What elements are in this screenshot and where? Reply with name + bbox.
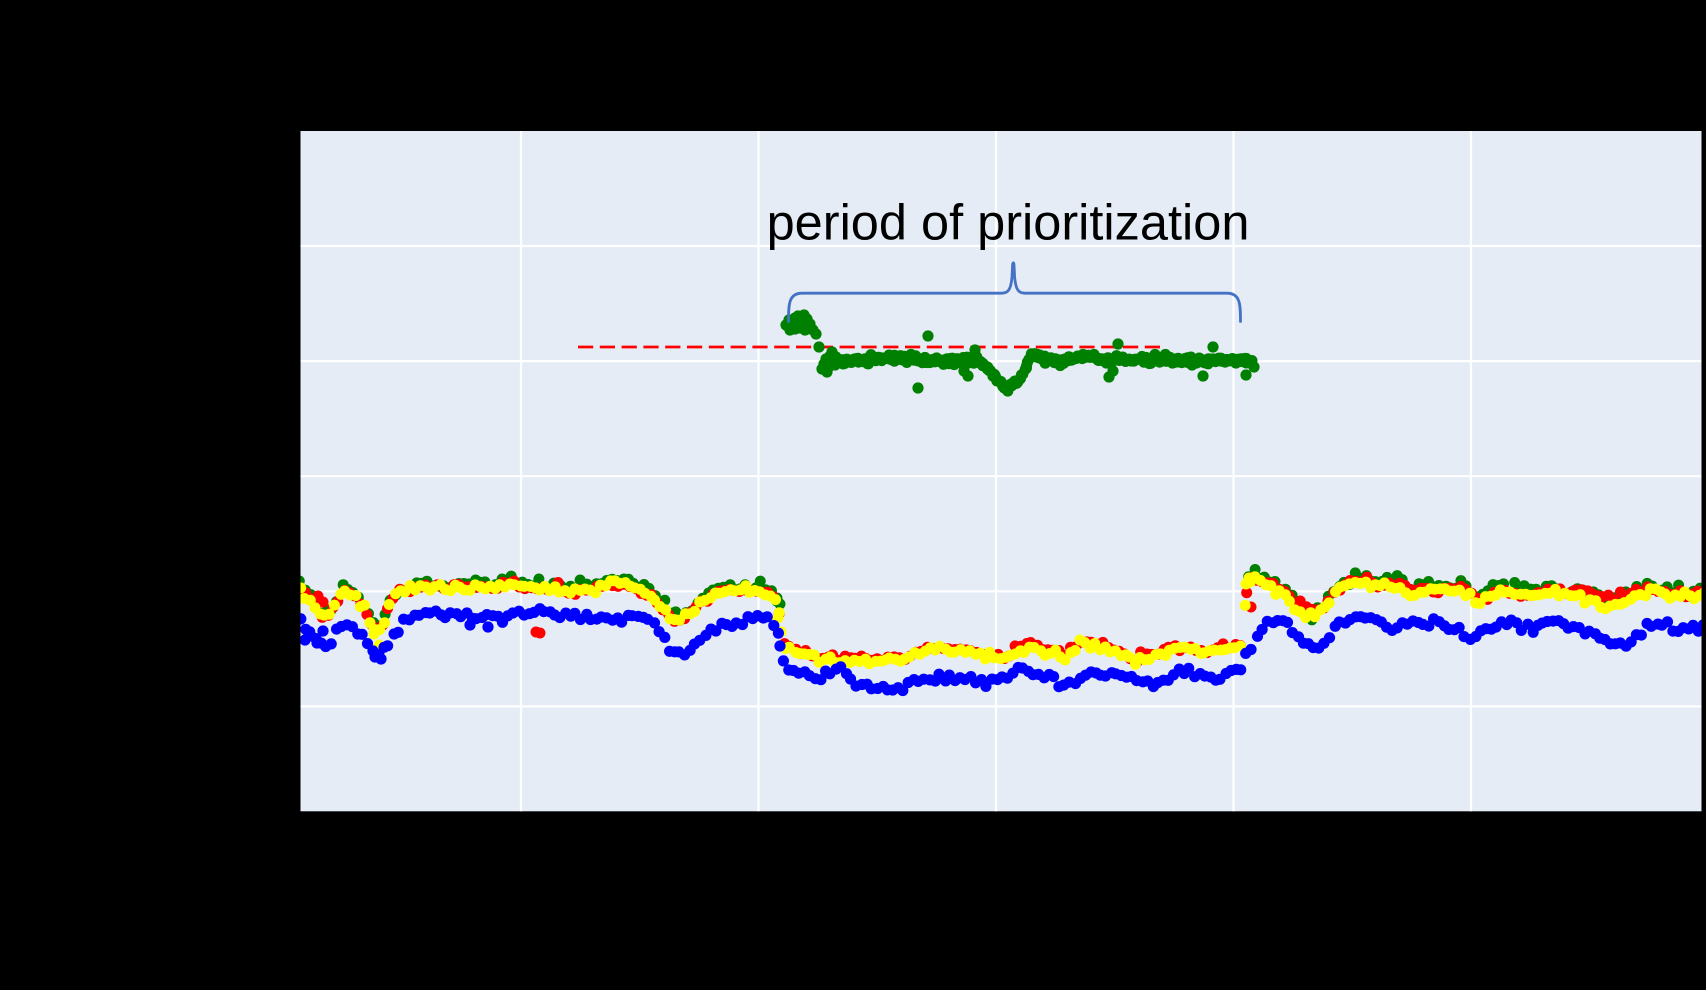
svg-text:period of prioritization: period of prioritization (767, 194, 1250, 251)
